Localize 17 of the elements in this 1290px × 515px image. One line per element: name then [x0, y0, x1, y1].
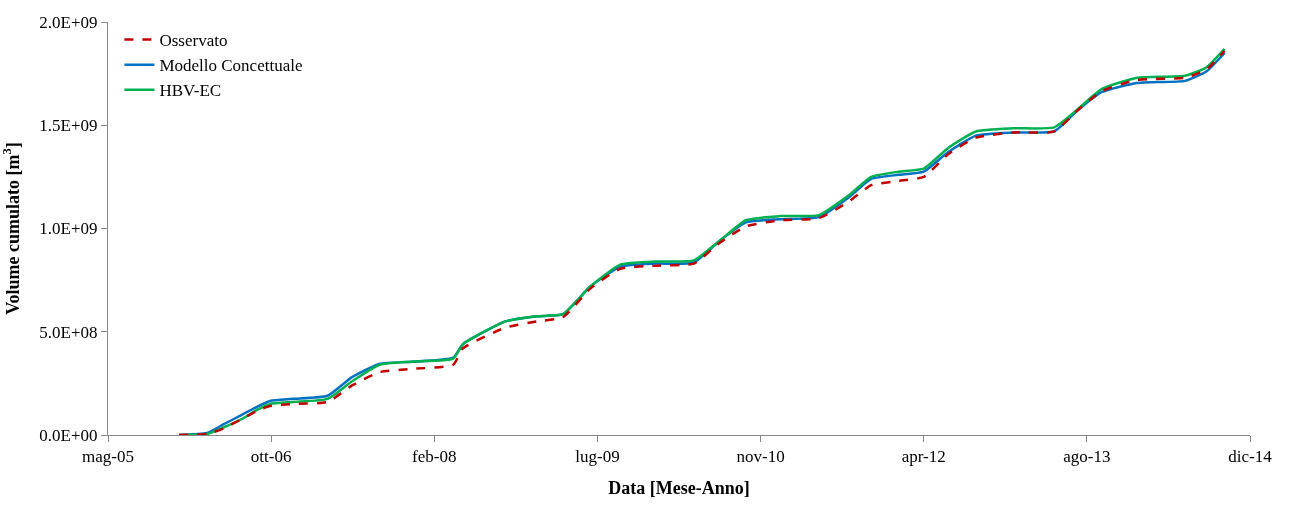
x-tick-label: dic-14	[1228, 447, 1273, 467]
x-tick-label: ago-13	[1063, 447, 1111, 467]
x-tick-label: ott-06	[250, 447, 292, 467]
legend-label: Osservato	[159, 31, 228, 51]
x-tick-label: nov-10	[736, 447, 785, 467]
x-axis-title: Data [Mese-Anno]	[608, 477, 750, 498]
y-tick-label: 1.0E+09	[39, 219, 98, 239]
x-tick-label: mag-05	[82, 447, 134, 467]
y-tick-label: 1.5E+09	[39, 116, 98, 136]
x-tick-label: feb-08	[412, 447, 457, 467]
y-tick-label: 0.0E+00	[39, 425, 98, 445]
legend-label: HBV-EC	[159, 81, 222, 101]
y-tick-label: 2.0E+09	[39, 12, 98, 32]
x-tick-label: lug-09	[575, 447, 620, 467]
legend-label: Modello Concettuale	[159, 56, 303, 76]
x-tick-label: apr-12	[901, 447, 946, 467]
y-tick-label: 5.0E+08	[39, 322, 98, 342]
